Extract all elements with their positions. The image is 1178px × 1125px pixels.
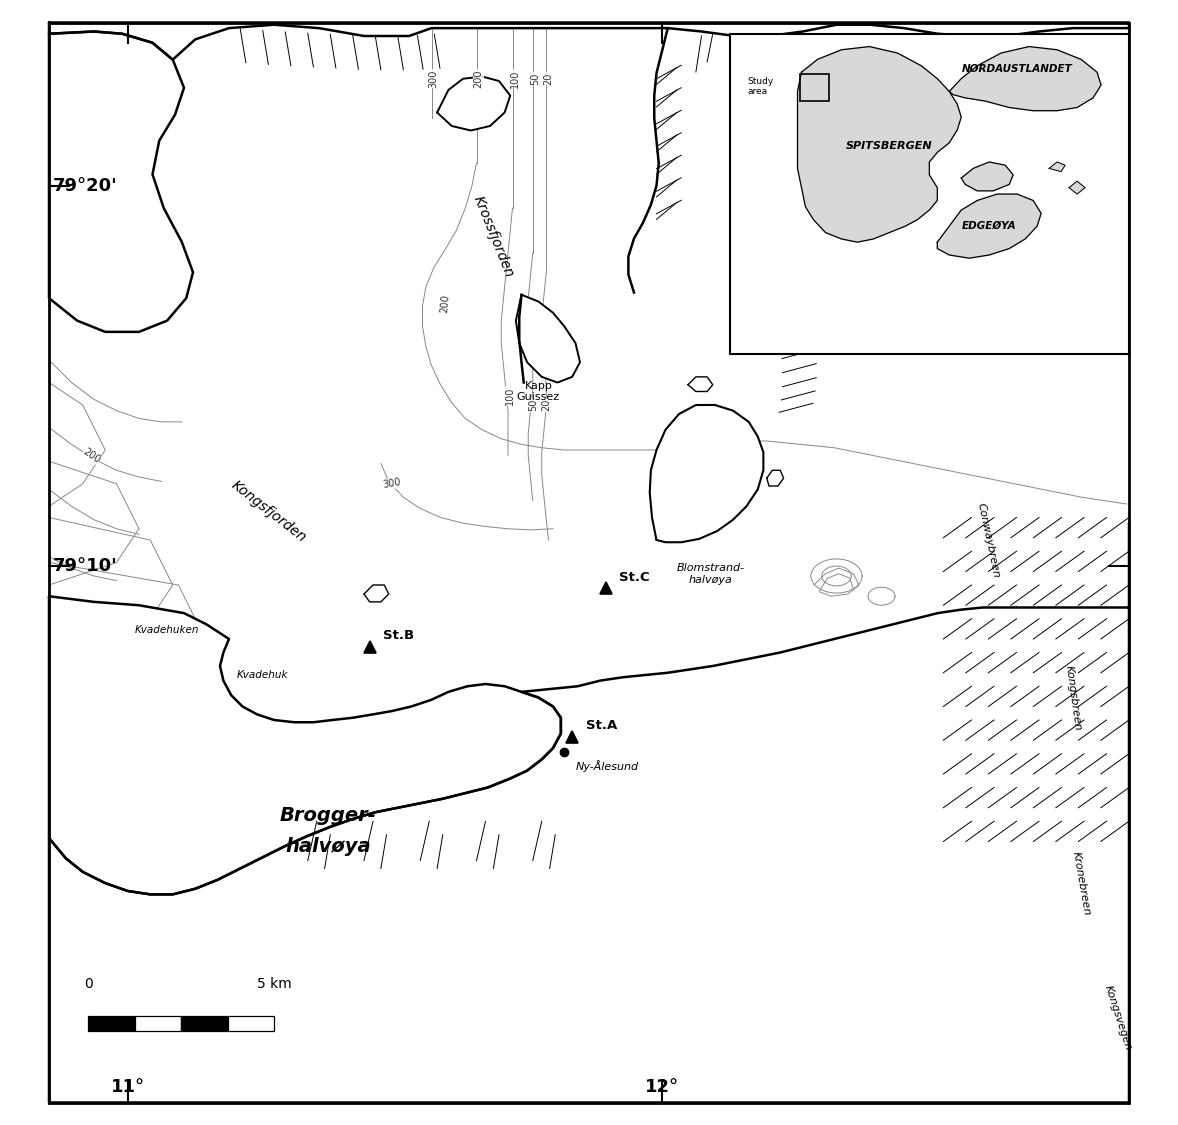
Text: St.B: St.B bbox=[383, 629, 415, 642]
Bar bbox=[800, 74, 829, 101]
Text: St.C: St.C bbox=[620, 570, 650, 584]
Text: Kapp
Guissez: Kapp Guissez bbox=[517, 380, 560, 403]
Polygon shape bbox=[364, 585, 389, 602]
Polygon shape bbox=[767, 470, 783, 486]
Bar bbox=[227, 1016, 274, 1030]
Text: halvøya: halvøya bbox=[285, 837, 371, 855]
Text: Study
area: Study area bbox=[748, 76, 774, 97]
Polygon shape bbox=[49, 22, 1129, 60]
Text: 79°10': 79°10' bbox=[52, 557, 117, 575]
Text: Ny-Ålesund: Ny-Ålesund bbox=[576, 760, 638, 773]
Polygon shape bbox=[938, 193, 1041, 258]
Text: Kongsbreen: Kongsbreen bbox=[1064, 664, 1083, 731]
Text: 100: 100 bbox=[505, 387, 515, 405]
Text: 20: 20 bbox=[543, 72, 554, 84]
Polygon shape bbox=[1070, 181, 1085, 193]
Text: 300: 300 bbox=[429, 70, 438, 88]
Polygon shape bbox=[49, 596, 561, 894]
Text: Krossfjorden: Krossfjorden bbox=[471, 193, 516, 279]
Bar bbox=[88, 1016, 134, 1030]
Text: Conwaybreen: Conwaybreen bbox=[975, 502, 1001, 578]
Text: Kvadehuken: Kvadehuken bbox=[134, 626, 199, 634]
Text: Kongsvegen: Kongsvegen bbox=[1103, 984, 1133, 1052]
Text: 100: 100 bbox=[510, 70, 519, 88]
Text: 50: 50 bbox=[528, 398, 537, 411]
Text: St.A: St.A bbox=[585, 719, 617, 732]
Polygon shape bbox=[961, 162, 1013, 191]
Polygon shape bbox=[688, 377, 713, 391]
Text: 20: 20 bbox=[541, 398, 551, 411]
Text: NORDAUSTLANDET: NORDAUSTLANDET bbox=[961, 64, 1072, 74]
Text: 12°: 12° bbox=[646, 1078, 680, 1096]
Text: 200: 200 bbox=[474, 70, 484, 88]
Polygon shape bbox=[949, 46, 1101, 110]
Text: 300: 300 bbox=[382, 477, 402, 490]
Polygon shape bbox=[798, 46, 961, 242]
Text: Kvadehuk: Kvadehuk bbox=[237, 670, 289, 680]
Text: 50: 50 bbox=[530, 72, 540, 84]
Text: Kronebreen: Kronebreen bbox=[1071, 850, 1092, 916]
Polygon shape bbox=[437, 76, 510, 130]
Text: Blomstrand-
halvøya: Blomstrand- halvøya bbox=[676, 562, 744, 585]
Text: 200: 200 bbox=[81, 447, 102, 465]
Text: 0: 0 bbox=[84, 978, 93, 991]
Polygon shape bbox=[650, 405, 763, 542]
Text: Brogger-: Brogger- bbox=[279, 807, 377, 825]
Bar bbox=[181, 1016, 227, 1030]
Polygon shape bbox=[49, 32, 193, 332]
Polygon shape bbox=[516, 295, 580, 382]
Text: 200: 200 bbox=[439, 294, 451, 314]
Polygon shape bbox=[49, 608, 1129, 1102]
Text: Blomstandbreen: Blomstandbreen bbox=[750, 208, 788, 298]
Bar bbox=[134, 1016, 181, 1030]
Text: 5 km: 5 km bbox=[257, 978, 291, 991]
Polygon shape bbox=[1050, 162, 1065, 172]
Text: Kongsfjorden: Kongsfjorden bbox=[229, 478, 309, 546]
Text: SPITSBERGEN: SPITSBERGEN bbox=[846, 141, 933, 151]
Bar bbox=[729, 34, 1129, 354]
Text: EDGEØYA: EDGEØYA bbox=[962, 222, 1017, 231]
Text: 11°: 11° bbox=[111, 1078, 145, 1096]
Text: 79°20': 79°20' bbox=[52, 177, 117, 195]
